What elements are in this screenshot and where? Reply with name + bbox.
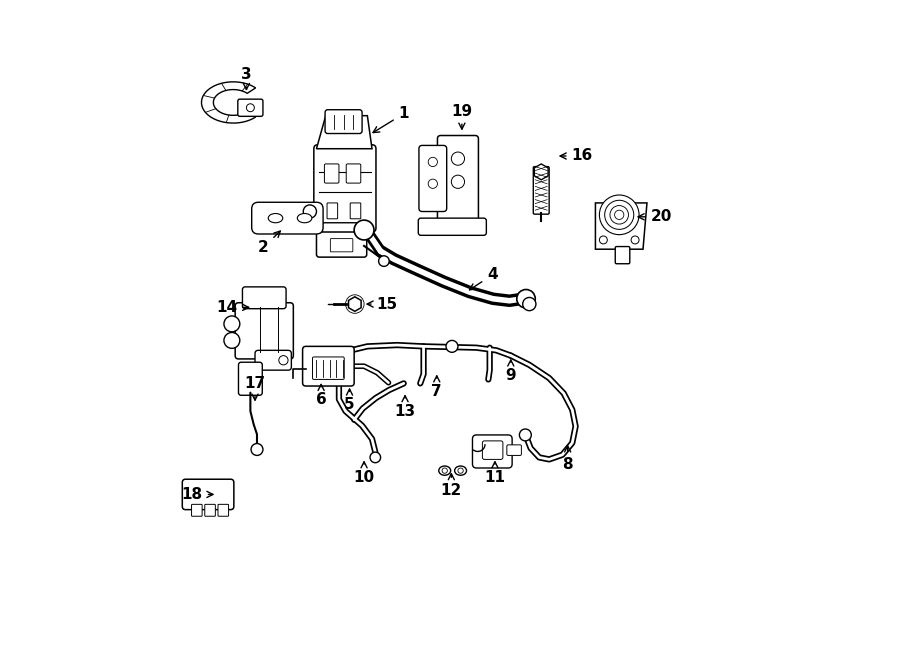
Circle shape (251, 444, 263, 455)
Polygon shape (202, 82, 256, 123)
Circle shape (442, 468, 447, 473)
FancyBboxPatch shape (472, 435, 512, 468)
Circle shape (517, 290, 535, 308)
Circle shape (519, 429, 531, 441)
FancyBboxPatch shape (350, 203, 361, 219)
Text: 11: 11 (484, 462, 506, 485)
Text: 1: 1 (373, 106, 409, 133)
FancyBboxPatch shape (325, 110, 362, 134)
FancyBboxPatch shape (418, 218, 486, 235)
FancyBboxPatch shape (314, 145, 376, 232)
FancyBboxPatch shape (312, 357, 344, 379)
Circle shape (605, 200, 634, 229)
Text: 20: 20 (638, 210, 672, 224)
FancyBboxPatch shape (437, 136, 479, 228)
Circle shape (370, 452, 381, 463)
Text: 18: 18 (182, 487, 213, 502)
Circle shape (610, 206, 628, 224)
Circle shape (458, 468, 464, 473)
FancyBboxPatch shape (482, 441, 503, 459)
Polygon shape (596, 203, 647, 249)
Circle shape (523, 297, 536, 311)
Circle shape (446, 340, 458, 352)
FancyBboxPatch shape (238, 99, 263, 116)
Circle shape (599, 195, 639, 235)
Ellipse shape (268, 214, 283, 223)
FancyBboxPatch shape (346, 164, 361, 183)
FancyBboxPatch shape (322, 223, 363, 240)
Circle shape (615, 210, 624, 219)
Circle shape (224, 316, 239, 332)
FancyBboxPatch shape (317, 232, 366, 257)
Polygon shape (348, 297, 361, 311)
FancyBboxPatch shape (252, 202, 323, 234)
Circle shape (451, 152, 464, 165)
FancyBboxPatch shape (235, 303, 293, 359)
Circle shape (631, 236, 639, 244)
FancyBboxPatch shape (255, 350, 292, 370)
FancyBboxPatch shape (534, 167, 549, 214)
FancyBboxPatch shape (418, 145, 446, 212)
Circle shape (428, 157, 437, 167)
FancyBboxPatch shape (183, 479, 234, 510)
FancyBboxPatch shape (242, 287, 286, 309)
Text: 10: 10 (354, 462, 374, 485)
Circle shape (224, 332, 239, 348)
Ellipse shape (454, 466, 466, 475)
Circle shape (303, 205, 317, 218)
Circle shape (247, 104, 255, 112)
Text: 16: 16 (560, 149, 593, 163)
Circle shape (599, 236, 608, 244)
Ellipse shape (439, 466, 451, 475)
Polygon shape (317, 116, 372, 149)
Text: 13: 13 (394, 396, 416, 418)
Text: 19: 19 (451, 104, 472, 129)
Text: 4: 4 (470, 268, 498, 290)
FancyBboxPatch shape (324, 164, 339, 183)
Text: 15: 15 (367, 297, 398, 311)
Text: 12: 12 (441, 474, 462, 498)
Circle shape (379, 256, 389, 266)
FancyBboxPatch shape (327, 203, 338, 219)
Polygon shape (535, 164, 548, 180)
FancyBboxPatch shape (507, 445, 521, 455)
Text: 6: 6 (316, 385, 327, 407)
Ellipse shape (297, 214, 312, 223)
FancyBboxPatch shape (238, 362, 262, 395)
Text: 2: 2 (258, 231, 280, 254)
Circle shape (279, 356, 288, 365)
FancyBboxPatch shape (302, 346, 355, 386)
Circle shape (451, 175, 464, 188)
Text: 9: 9 (506, 360, 516, 383)
FancyBboxPatch shape (330, 239, 353, 252)
FancyBboxPatch shape (218, 504, 229, 516)
Text: 5: 5 (344, 389, 355, 412)
Text: 8: 8 (562, 446, 573, 471)
Circle shape (428, 179, 437, 188)
Text: 14: 14 (216, 300, 248, 315)
Text: 3: 3 (241, 67, 252, 89)
Text: 7: 7 (431, 376, 442, 399)
Circle shape (355, 220, 374, 240)
FancyBboxPatch shape (205, 504, 215, 516)
FancyBboxPatch shape (192, 504, 202, 516)
Text: 17: 17 (245, 376, 266, 400)
FancyBboxPatch shape (616, 247, 630, 264)
